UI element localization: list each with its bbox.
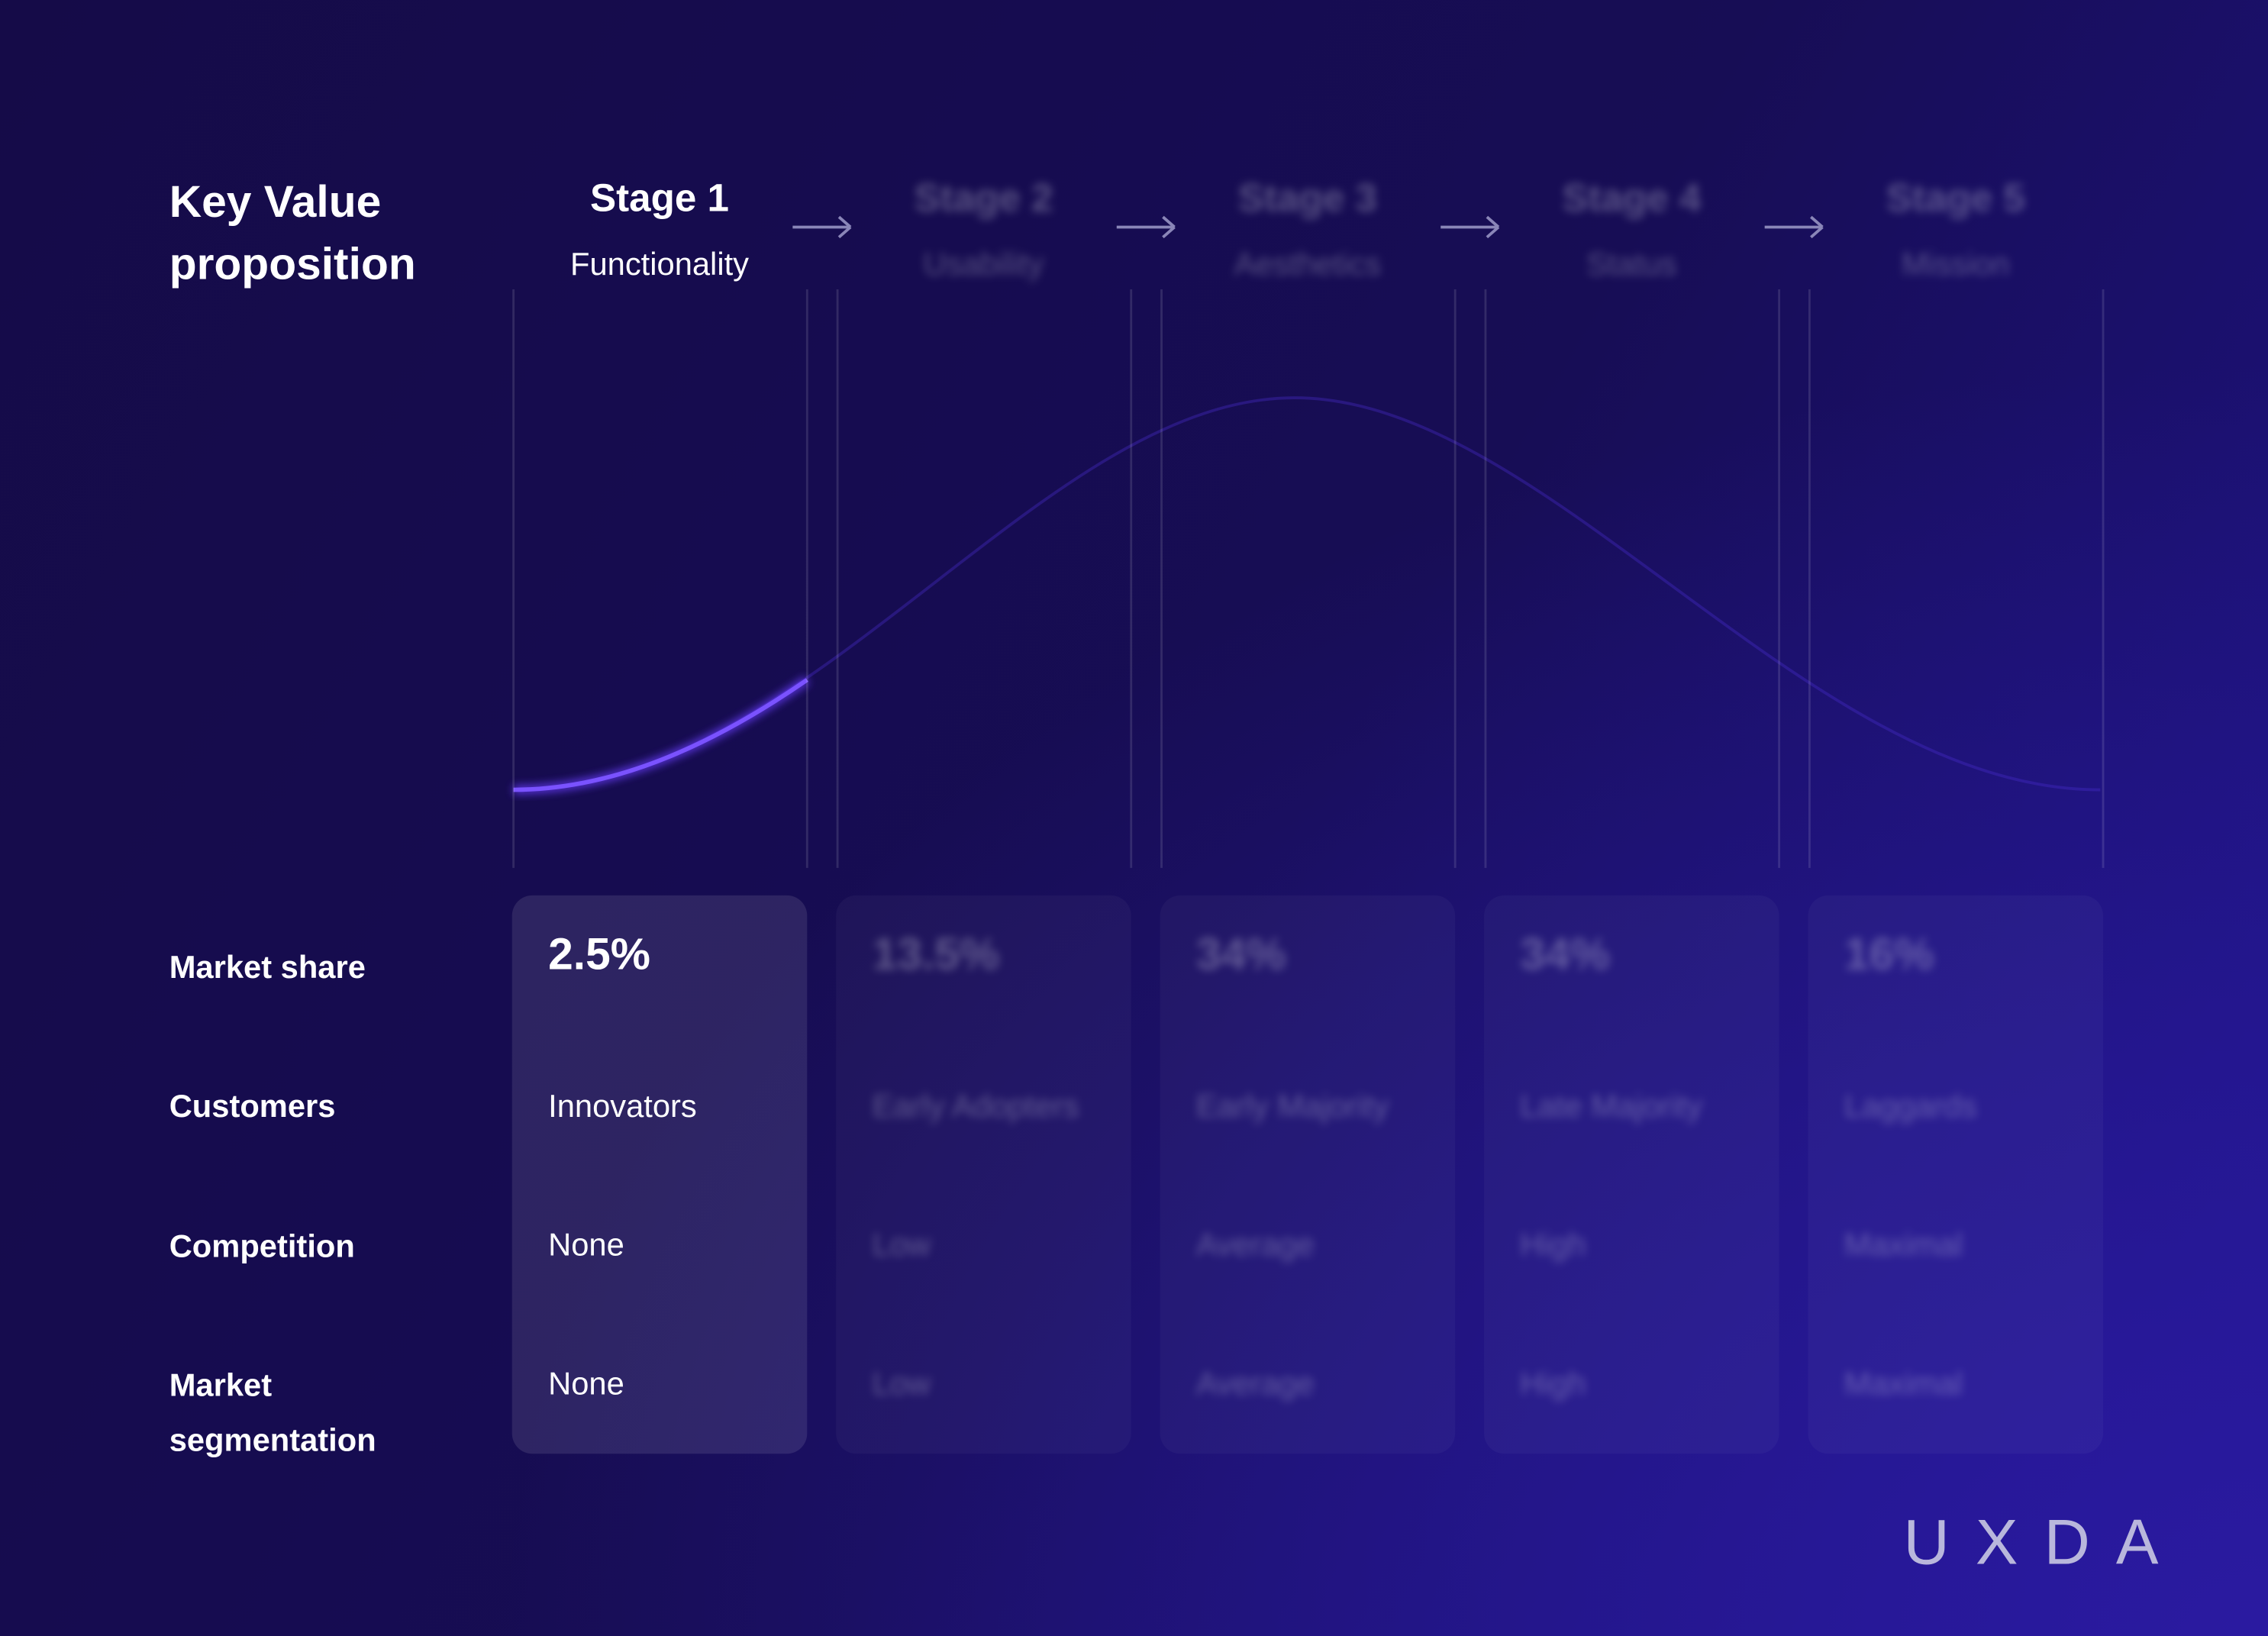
stage-name: Stage 4 — [1562, 176, 1702, 221]
competition: Maximal — [1844, 1226, 1963, 1263]
market-segmentation: Maximal — [1844, 1365, 1963, 1402]
customers: Innovators — [548, 1087, 697, 1125]
stage-name: Stage 1 — [590, 176, 730, 221]
stage-name: Stage 5 — [1886, 176, 2025, 221]
curve-highlight — [513, 678, 808, 792]
row-label: Competition — [169, 1228, 355, 1265]
stage-proposition: Mission — [1902, 246, 2010, 282]
market-segmentation: High — [1520, 1365, 1586, 1402]
stage-proposition: Functionality — [569, 246, 750, 282]
stage-card — [511, 895, 808, 1454]
arrow — [1810, 215, 1824, 228]
competition: None — [548, 1226, 624, 1263]
column-lines — [512, 215, 2105, 868]
market-segmentation: None — [548, 1365, 624, 1402]
stage-proposition: Status — [1586, 246, 1677, 282]
competition: High — [1520, 1226, 1586, 1263]
row-label: Market segmentation — [169, 1367, 376, 1458]
arrow — [1162, 226, 1176, 239]
arrow — [1810, 226, 1824, 239]
arrow — [837, 215, 852, 228]
competition: Average — [1195, 1226, 1315, 1263]
market-segmentation: Average — [1195, 1365, 1315, 1402]
adoption-curve — [513, 396, 2101, 792]
stage-name: Stage 3 — [1237, 176, 1377, 221]
row-label: Customers — [169, 1087, 336, 1125]
market-segmentation: Low — [872, 1365, 931, 1402]
logo: UXDA — [1903, 1507, 2185, 1579]
market-share: 2.5% — [548, 928, 651, 979]
competition: Low — [872, 1226, 931, 1263]
market-share: 34% — [1520, 928, 1611, 979]
customers: Early Adopters — [872, 1087, 1079, 1125]
customers: Early Majority — [1195, 1087, 1389, 1125]
market-share: 13.5% — [872, 928, 1000, 979]
row-label: Market share — [169, 948, 366, 986]
arrow — [1162, 215, 1176, 228]
stage-proposition: Usability — [923, 246, 1044, 282]
arrow — [1486, 226, 1500, 239]
customers: Laggards — [1844, 1087, 1977, 1125]
curve-glow — [513, 676, 810, 795]
stage-proposition: Aesthetics — [1234, 246, 1382, 282]
market-share: 34% — [1195, 928, 1286, 979]
arrow — [1486, 215, 1500, 228]
title: Key Value proposition — [169, 176, 416, 289]
arrow — [837, 226, 852, 239]
market-share: 16% — [1844, 928, 1934, 979]
stage-name: Stage 2 — [914, 176, 1053, 221]
customers: Late Majority — [1520, 1087, 1703, 1125]
